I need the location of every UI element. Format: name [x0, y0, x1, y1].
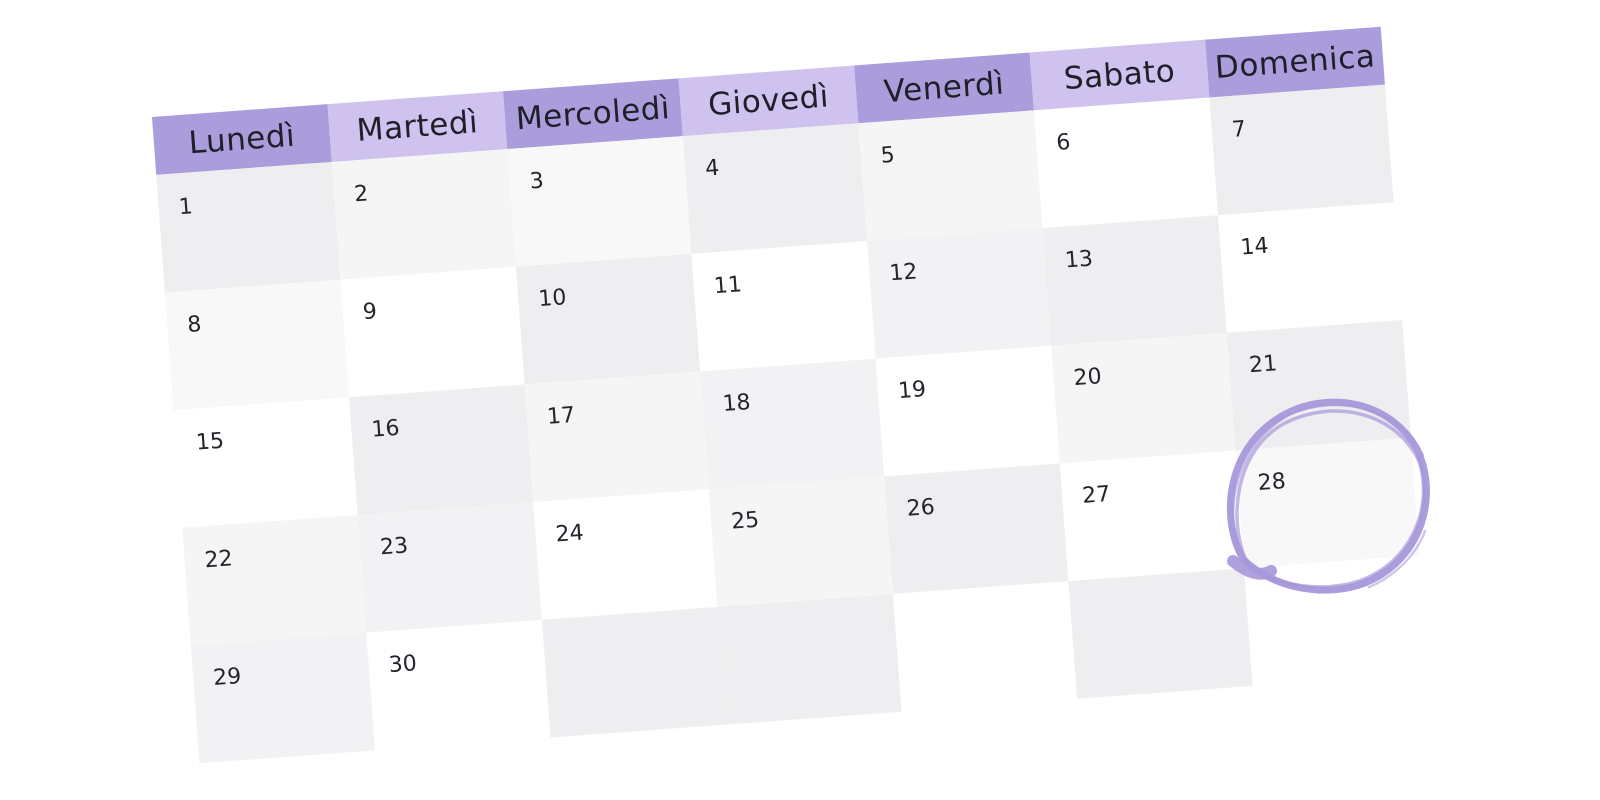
day-cell-14[interactable]: 14: [1218, 202, 1403, 333]
day-number: 9: [361, 299, 378, 326]
day-cell-1[interactable]: 1: [156, 161, 341, 293]
day-number: 7: [1230, 116, 1247, 143]
day-number: 8: [186, 311, 203, 338]
day-cell-2[interactable]: 2: [331, 149, 516, 280]
day-number: 2: [353, 181, 370, 208]
day-number: 24: [554, 520, 585, 548]
day-cell-17[interactable]: 17: [524, 371, 709, 503]
day-cell-15[interactable]: 15: [173, 397, 358, 528]
day-number: 6: [1055, 129, 1072, 156]
day-number: 11: [713, 272, 743, 300]
day-cell-30[interactable]: 30: [366, 619, 551, 751]
day-number: 27: [1081, 481, 1112, 509]
day-cell-3[interactable]: 3: [507, 136, 692, 267]
empty-day-cell[interactable]: [717, 594, 902, 725]
day-number: 25: [730, 507, 761, 535]
day-number: 21: [1248, 351, 1279, 379]
day-number: 10: [537, 285, 568, 313]
day-cell-19[interactable]: 19: [875, 345, 1060, 477]
day-cell-23[interactable]: 23: [357, 502, 542, 633]
day-number: 28: [1256, 468, 1287, 496]
day-number: 4: [704, 155, 721, 182]
day-cell-18[interactable]: 18: [700, 358, 885, 490]
empty-day-cell[interactable]: [541, 606, 727, 738]
day-number: 18: [721, 389, 752, 417]
day-cell-29[interactable]: 29: [190, 632, 375, 764]
day-number: 22: [203, 546, 234, 574]
day-cell-13[interactable]: 13: [1042, 215, 1227, 346]
day-cell-24[interactable]: 24: [533, 489, 718, 620]
day-number: 3: [528, 168, 545, 195]
day-cell-16[interactable]: 16: [349, 384, 534, 516]
day-cell-26[interactable]: 26: [884, 463, 1069, 595]
day-number: 1: [177, 194, 194, 221]
empty-day-cell[interactable]: [1068, 568, 1253, 699]
day-cell-9[interactable]: 9: [340, 266, 525, 398]
day-number: 20: [1072, 364, 1103, 392]
day-cell-6[interactable]: 6: [1033, 97, 1219, 229]
day-number: 5: [879, 142, 896, 169]
day-cell-12[interactable]: 12: [866, 228, 1052, 359]
day-number: 16: [370, 415, 401, 443]
empty-day-cell[interactable]: [1243, 555, 1429, 686]
day-cell-8[interactable]: 8: [164, 279, 350, 411]
day-number: 29: [212, 664, 243, 691]
day-cell-5[interactable]: 5: [858, 110, 1043, 241]
day-cell-10[interactable]: 10: [515, 253, 701, 385]
empty-day-cell[interactable]: [892, 581, 1078, 712]
day-cell-25[interactable]: 25: [708, 476, 893, 607]
day-cell-28[interactable]: 28: [1235, 437, 1420, 569]
day-cell-20[interactable]: 20: [1051, 332, 1236, 464]
day-cell-11[interactable]: 11: [691, 240, 876, 372]
day-number: 26: [905, 494, 936, 522]
day-cell-4[interactable]: 4: [682, 123, 867, 254]
day-number: 19: [897, 377, 927, 405]
day-number: 13: [1064, 246, 1094, 274]
day-cell-22[interactable]: 22: [182, 515, 367, 646]
day-number: 30: [387, 651, 418, 679]
day-number: 12: [888, 259, 919, 287]
day-cell-7[interactable]: 7: [1209, 84, 1394, 216]
day-cell-21[interactable]: 21: [1226, 319, 1411, 451]
day-number: 14: [1239, 233, 1270, 261]
day-number: 15: [195, 428, 225, 456]
month-calendar: Lunedì Martedì Mercoledì Giovedì Venerdì…: [152, 26, 1429, 764]
day-number: 23: [379, 533, 410, 561]
day-grid: 1 2 3 4 5 6 7 8 9 10 11 12 13 14 15 16 17 18 19 20 21 22 23 24 2…: [156, 84, 1429, 764]
day-cell-27[interactable]: 27: [1059, 450, 1244, 582]
day-number: 17: [546, 402, 576, 430]
